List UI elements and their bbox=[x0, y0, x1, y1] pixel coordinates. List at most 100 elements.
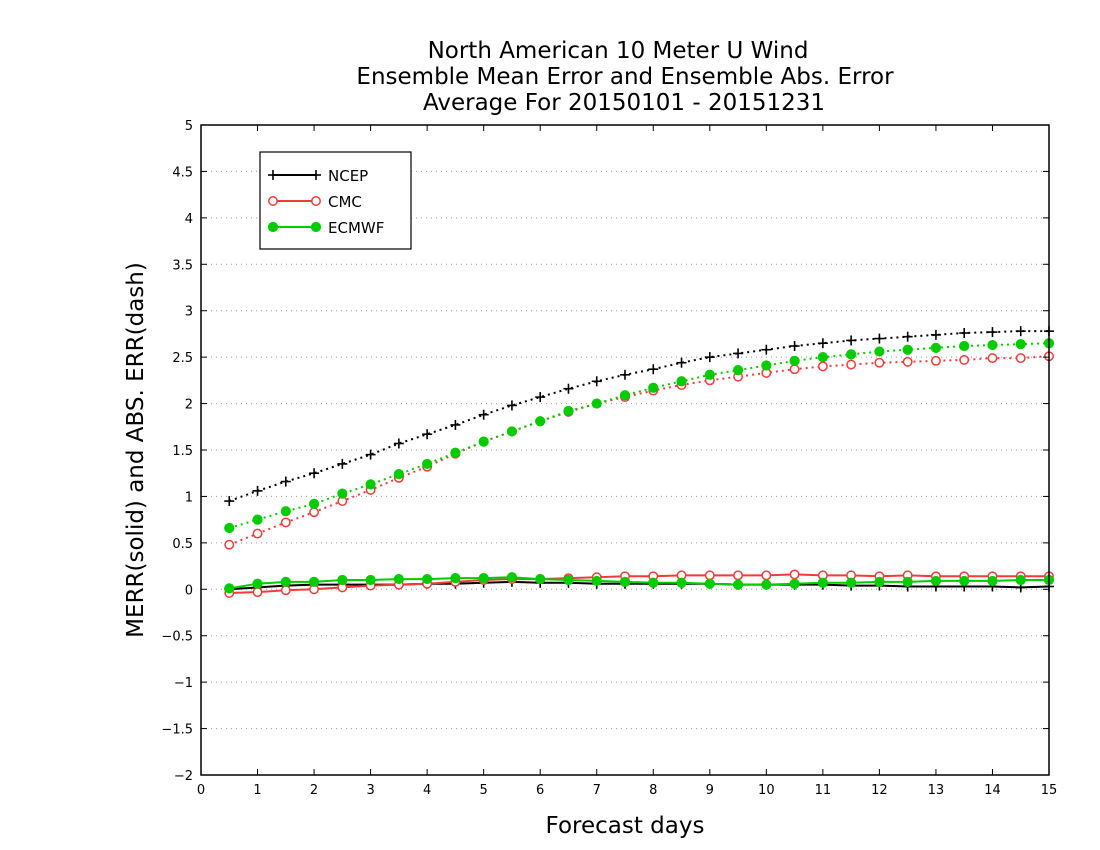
y-tick-label: 3.5 bbox=[172, 258, 193, 273]
point-ecmwf-mean-error bbox=[422, 573, 433, 585]
x-tick-label: 6 bbox=[536, 783, 544, 798]
legend-item-ecmwf: ECMWF bbox=[267, 219, 384, 237]
point-cmc-abs-error bbox=[987, 353, 998, 364]
point-ecmwf-mean-error bbox=[619, 576, 631, 587]
series-line-ecmwf-abs-error bbox=[228, 342, 1050, 529]
point-ecmwf-mean-error bbox=[732, 579, 744, 590]
point-ncep-abs-error bbox=[478, 409, 489, 420]
legend-item-cmc: CMC bbox=[268, 193, 362, 211]
point-ecmwf-mean-error bbox=[902, 576, 913, 587]
x-tick-label: 9 bbox=[706, 783, 714, 798]
point-ecmwf-abs-error bbox=[450, 447, 461, 458]
y-tick-label: 3 bbox=[185, 305, 193, 320]
point-ecmwf-abs-error bbox=[732, 365, 744, 376]
x-tick-label: 1 bbox=[253, 783, 261, 798]
point-ncep-abs-error bbox=[450, 419, 461, 430]
point-ecmwf-abs-error bbox=[506, 426, 518, 437]
point-cmc-abs-error bbox=[902, 356, 913, 367]
point-ncep-abs-error bbox=[224, 496, 235, 507]
point-ncep-abs-error bbox=[676, 357, 687, 368]
x-tick-label: 10 bbox=[758, 783, 775, 798]
point-ecmwf-mean-error bbox=[987, 575, 998, 587]
point-ncep-abs-error bbox=[959, 328, 970, 338]
legend-label-cmc: CMC bbox=[328, 193, 362, 211]
point-ncep-abs-error bbox=[761, 344, 772, 355]
point-cmc-abs-error bbox=[224, 539, 235, 550]
point-ecmwf-abs-error bbox=[959, 340, 970, 352]
title-line-2: Ensemble Mean Error and Ensemble Abs. Er… bbox=[356, 64, 894, 90]
x-tick-label: 0 bbox=[197, 783, 205, 798]
point-ecmwf-mean-error bbox=[337, 574, 348, 586]
point-ecmwf-abs-error bbox=[280, 506, 291, 517]
point-ecmwf-mean-error bbox=[648, 577, 659, 588]
point-ncep-abs-error bbox=[902, 331, 913, 342]
point-ecmwf-mean-error bbox=[789, 578, 800, 589]
point-ecmwf-abs-error bbox=[789, 355, 800, 366]
y-tick-label: −0.5 bbox=[161, 630, 193, 645]
point-cmc-abs-error bbox=[280, 517, 291, 528]
title-line-3: Average For 20150101 - 20151231 bbox=[423, 90, 825, 116]
point-ecmwf-abs-error bbox=[252, 514, 263, 525]
point-ncep-abs-error bbox=[422, 429, 433, 440]
point-ecmwf-abs-error bbox=[337, 488, 348, 499]
x-axis-label: Forecast days bbox=[546, 813, 705, 839]
title-line-1: North American 10 Meter U Wind bbox=[428, 38, 809, 64]
y-tick-label: 0 bbox=[185, 583, 193, 598]
point-ecmwf-abs-error bbox=[478, 436, 489, 447]
point-ecmwf-mean-error bbox=[393, 573, 404, 585]
legend-marker bbox=[310, 221, 322, 233]
point-ecmwf-mean-error bbox=[1015, 574, 1026, 586]
legend-marker bbox=[268, 196, 278, 206]
point-ncep-abs-error bbox=[337, 458, 348, 469]
point-ecmwf-abs-error bbox=[1015, 339, 1026, 350]
y-tick-label: 4 bbox=[185, 212, 193, 227]
point-ncep-abs-error bbox=[930, 329, 941, 340]
point-ecmwf-abs-error bbox=[563, 405, 574, 417]
point-ecmwf-mean-error bbox=[224, 583, 235, 594]
point-ecmwf-mean-error bbox=[761, 579, 772, 590]
point-ecmwf-abs-error bbox=[902, 344, 913, 355]
point-cmc-abs-error bbox=[252, 528, 263, 539]
point-ecmwf-abs-error bbox=[365, 479, 376, 490]
point-ecmwf-abs-error bbox=[676, 376, 687, 387]
point-ncep-abs-error bbox=[817, 338, 828, 349]
point-ecmwf-abs-error bbox=[874, 346, 885, 357]
axes: 0 1 2 3 4 5 6 7 8 9 10 11 12 13 14 15−2−1.5−1−0.500.511… bbox=[161, 119, 1057, 798]
y-tick-label: 1 bbox=[185, 490, 193, 505]
y-axis-label: MERR(solid) and ABS. ERR(dash) bbox=[123, 262, 149, 638]
point-cmc-abs-error bbox=[930, 355, 941, 366]
point-ncep-abs-error bbox=[733, 348, 744, 359]
legend-marker bbox=[268, 170, 278, 180]
point-ecmwf-mean-error bbox=[563, 574, 574, 586]
x-tick-label: 13 bbox=[928, 783, 945, 798]
x-tick-label: 4 bbox=[423, 783, 431, 798]
point-cmc-mean-error bbox=[704, 570, 715, 581]
point-ncep-abs-error bbox=[874, 333, 885, 344]
y-tick-label: 1.5 bbox=[172, 444, 193, 459]
point-ncep-abs-error bbox=[252, 485, 263, 496]
point-ecmwf-abs-error bbox=[704, 369, 715, 380]
point-cmc-mean-error bbox=[252, 587, 263, 598]
point-ecmwf-mean-error bbox=[535, 573, 546, 585]
point-cmc-abs-error bbox=[846, 359, 857, 370]
gridlines bbox=[201, 170, 1049, 730]
x-tick-label: 3 bbox=[366, 783, 374, 798]
point-ncep-abs-error bbox=[280, 476, 291, 487]
legend-label-ecmwf: ECMWF bbox=[328, 219, 384, 237]
point-ecmwf-mean-error bbox=[676, 577, 687, 588]
point-ecmwf-mean-error bbox=[450, 573, 461, 584]
point-ecmwf-abs-error bbox=[761, 360, 772, 371]
y-tick-label: −2 bbox=[174, 769, 193, 784]
legend-item-ncep: NCEP bbox=[268, 167, 368, 185]
point-cmc-mean-error bbox=[789, 569, 800, 580]
y-tick-label: 2 bbox=[185, 398, 193, 413]
point-ecmwf-abs-error bbox=[846, 349, 857, 360]
point-ecmwf-mean-error bbox=[308, 576, 320, 587]
point-ncep-abs-error bbox=[591, 376, 602, 387]
point-ncep-abs-error bbox=[704, 352, 715, 363]
point-ncep-abs-error bbox=[789, 341, 800, 351]
x-tick-label: 12 bbox=[871, 783, 888, 798]
point-ecmwf-abs-error bbox=[224, 522, 235, 534]
point-ecmwf-mean-error bbox=[280, 576, 291, 587]
